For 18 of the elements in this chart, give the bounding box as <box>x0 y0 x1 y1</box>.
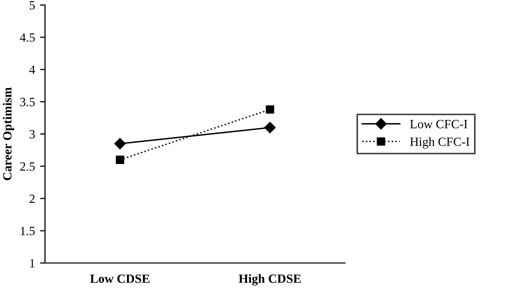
x-tick-label: High CDSE <box>238 274 301 286</box>
y-tick-label: 1 <box>30 259 35 268</box>
y-tick-label: 4 <box>29 66 36 74</box>
y-tick-label: 2 <box>30 194 35 203</box>
x-tick-label: Low CDSE <box>90 274 150 283</box>
y-tick-label: 3 <box>30 130 35 138</box>
legend-label: Low CFC-I <box>410 120 468 128</box>
y-tick-label: 1.5 <box>20 226 35 236</box>
point <box>264 122 276 134</box>
y-tick-label: 4.5 <box>20 33 35 42</box>
y-tick-label: 2.5 <box>20 162 35 171</box>
point <box>114 138 126 150</box>
y-tick-label: 3.5 <box>20 98 35 106</box>
point <box>266 105 274 114</box>
legend-label: High CFC-I <box>410 137 470 149</box>
y-axis-title: Career Optimism <box>2 87 14 180</box>
point <box>116 156 124 164</box>
y-tick-label: 5 <box>30 1 35 10</box>
